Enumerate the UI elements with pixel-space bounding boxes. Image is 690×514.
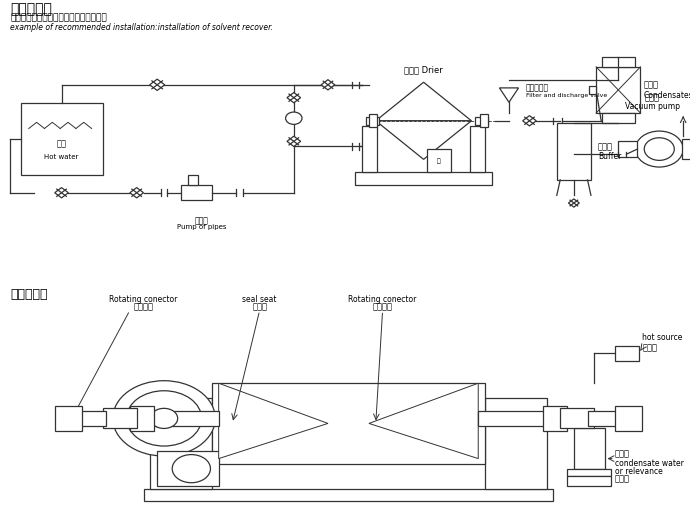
Bar bbox=[144, 489, 553, 501]
Circle shape bbox=[286, 112, 302, 124]
Text: 旋转接头: 旋转接头 bbox=[134, 303, 153, 312]
Bar bbox=[557, 123, 591, 180]
Bar bbox=[615, 406, 642, 431]
Polygon shape bbox=[150, 79, 165, 90]
Bar bbox=[596, 67, 640, 113]
Text: Rotating conector: Rotating conector bbox=[348, 295, 417, 304]
Text: example of recommended installation:installation of solvent recover.: example of recommended installation:inst… bbox=[10, 23, 273, 32]
Text: hot source: hot source bbox=[642, 334, 682, 342]
Text: Pump of pipes: Pump of pipes bbox=[177, 224, 226, 230]
Text: Buffer: Buffer bbox=[598, 152, 621, 161]
Text: 管道泵: 管道泵 bbox=[195, 216, 208, 225]
Text: 简易结构图: 简易结构图 bbox=[10, 288, 48, 301]
Text: 推荐的工艺安置示范：溶剂回收工艺安置: 推荐的工艺安置示范：溶剂回收工艺安置 bbox=[10, 13, 107, 22]
Text: 真空泵: 真空泵 bbox=[645, 94, 660, 103]
Bar bbox=[478, 411, 546, 426]
Bar bbox=[150, 411, 219, 426]
Bar bbox=[75, 411, 106, 426]
Bar bbox=[362, 126, 377, 172]
Text: 固: 固 bbox=[437, 158, 441, 163]
Bar bbox=[574, 429, 604, 469]
Bar bbox=[682, 139, 690, 159]
Text: 缓冲罐: 缓冲罐 bbox=[598, 142, 613, 151]
Text: Filter and discharge valve: Filter and discharge valve bbox=[526, 93, 607, 98]
Bar bbox=[587, 411, 618, 426]
Polygon shape bbox=[500, 88, 519, 102]
Text: 冷凝器: 冷凝器 bbox=[615, 449, 630, 458]
Text: Condensates: Condensates bbox=[644, 90, 690, 100]
Circle shape bbox=[635, 131, 683, 167]
Text: Vacuum pump: Vacuum pump bbox=[625, 101, 680, 111]
Text: 安装示意图: 安装示意图 bbox=[10, 3, 52, 16]
Text: 进热源: 进热源 bbox=[642, 343, 657, 353]
Text: 干燥机 Drier: 干燥机 Drier bbox=[404, 65, 443, 75]
Polygon shape bbox=[287, 136, 301, 146]
Bar bbox=[181, 185, 212, 200]
Bar bbox=[366, 117, 380, 125]
Circle shape bbox=[172, 454, 210, 483]
Polygon shape bbox=[219, 383, 328, 458]
Bar bbox=[485, 398, 546, 489]
Circle shape bbox=[150, 408, 178, 429]
Bar bbox=[150, 398, 212, 489]
Text: 旋转接头: 旋转接头 bbox=[373, 303, 393, 312]
Text: 密封座: 密封座 bbox=[252, 303, 267, 312]
Polygon shape bbox=[130, 188, 144, 198]
Bar bbox=[618, 141, 638, 157]
Polygon shape bbox=[376, 82, 471, 121]
Text: Hot water: Hot water bbox=[44, 154, 79, 160]
Bar bbox=[560, 408, 594, 429]
Text: seal seat: seal seat bbox=[242, 295, 277, 304]
Bar bbox=[188, 175, 198, 185]
Text: 或回流: 或回流 bbox=[615, 474, 630, 483]
Bar bbox=[427, 149, 451, 172]
Bar bbox=[21, 103, 103, 175]
Text: 冷凝器: 冷凝器 bbox=[644, 80, 659, 89]
Circle shape bbox=[112, 381, 215, 456]
Bar bbox=[55, 406, 82, 431]
Polygon shape bbox=[55, 188, 68, 198]
Bar bbox=[602, 113, 635, 123]
Bar bbox=[602, 57, 635, 67]
Bar bbox=[615, 345, 639, 361]
Text: or relevance: or relevance bbox=[615, 467, 662, 475]
Bar bbox=[369, 114, 377, 127]
Bar bbox=[567, 476, 611, 486]
Polygon shape bbox=[369, 383, 478, 458]
Bar bbox=[543, 406, 567, 431]
Circle shape bbox=[644, 138, 674, 160]
Bar bbox=[103, 408, 137, 429]
Polygon shape bbox=[376, 121, 471, 159]
Text: 热水: 热水 bbox=[57, 139, 66, 149]
Polygon shape bbox=[287, 93, 301, 103]
Polygon shape bbox=[569, 199, 580, 207]
Bar bbox=[355, 172, 492, 185]
Text: condensate water: condensate water bbox=[615, 459, 684, 468]
Polygon shape bbox=[522, 116, 536, 126]
Circle shape bbox=[126, 391, 201, 446]
Text: Rotating conector: Rotating conector bbox=[109, 295, 178, 304]
Bar bbox=[475, 117, 489, 125]
Bar bbox=[212, 383, 485, 464]
Bar bbox=[567, 469, 611, 476]
Bar bbox=[480, 114, 488, 127]
Bar bbox=[470, 126, 485, 172]
Polygon shape bbox=[321, 80, 335, 90]
Bar bbox=[130, 406, 154, 431]
Text: 过滤放空阀: 过滤放空阀 bbox=[526, 83, 549, 92]
Bar bbox=[157, 451, 219, 486]
Bar bbox=[589, 86, 596, 94]
